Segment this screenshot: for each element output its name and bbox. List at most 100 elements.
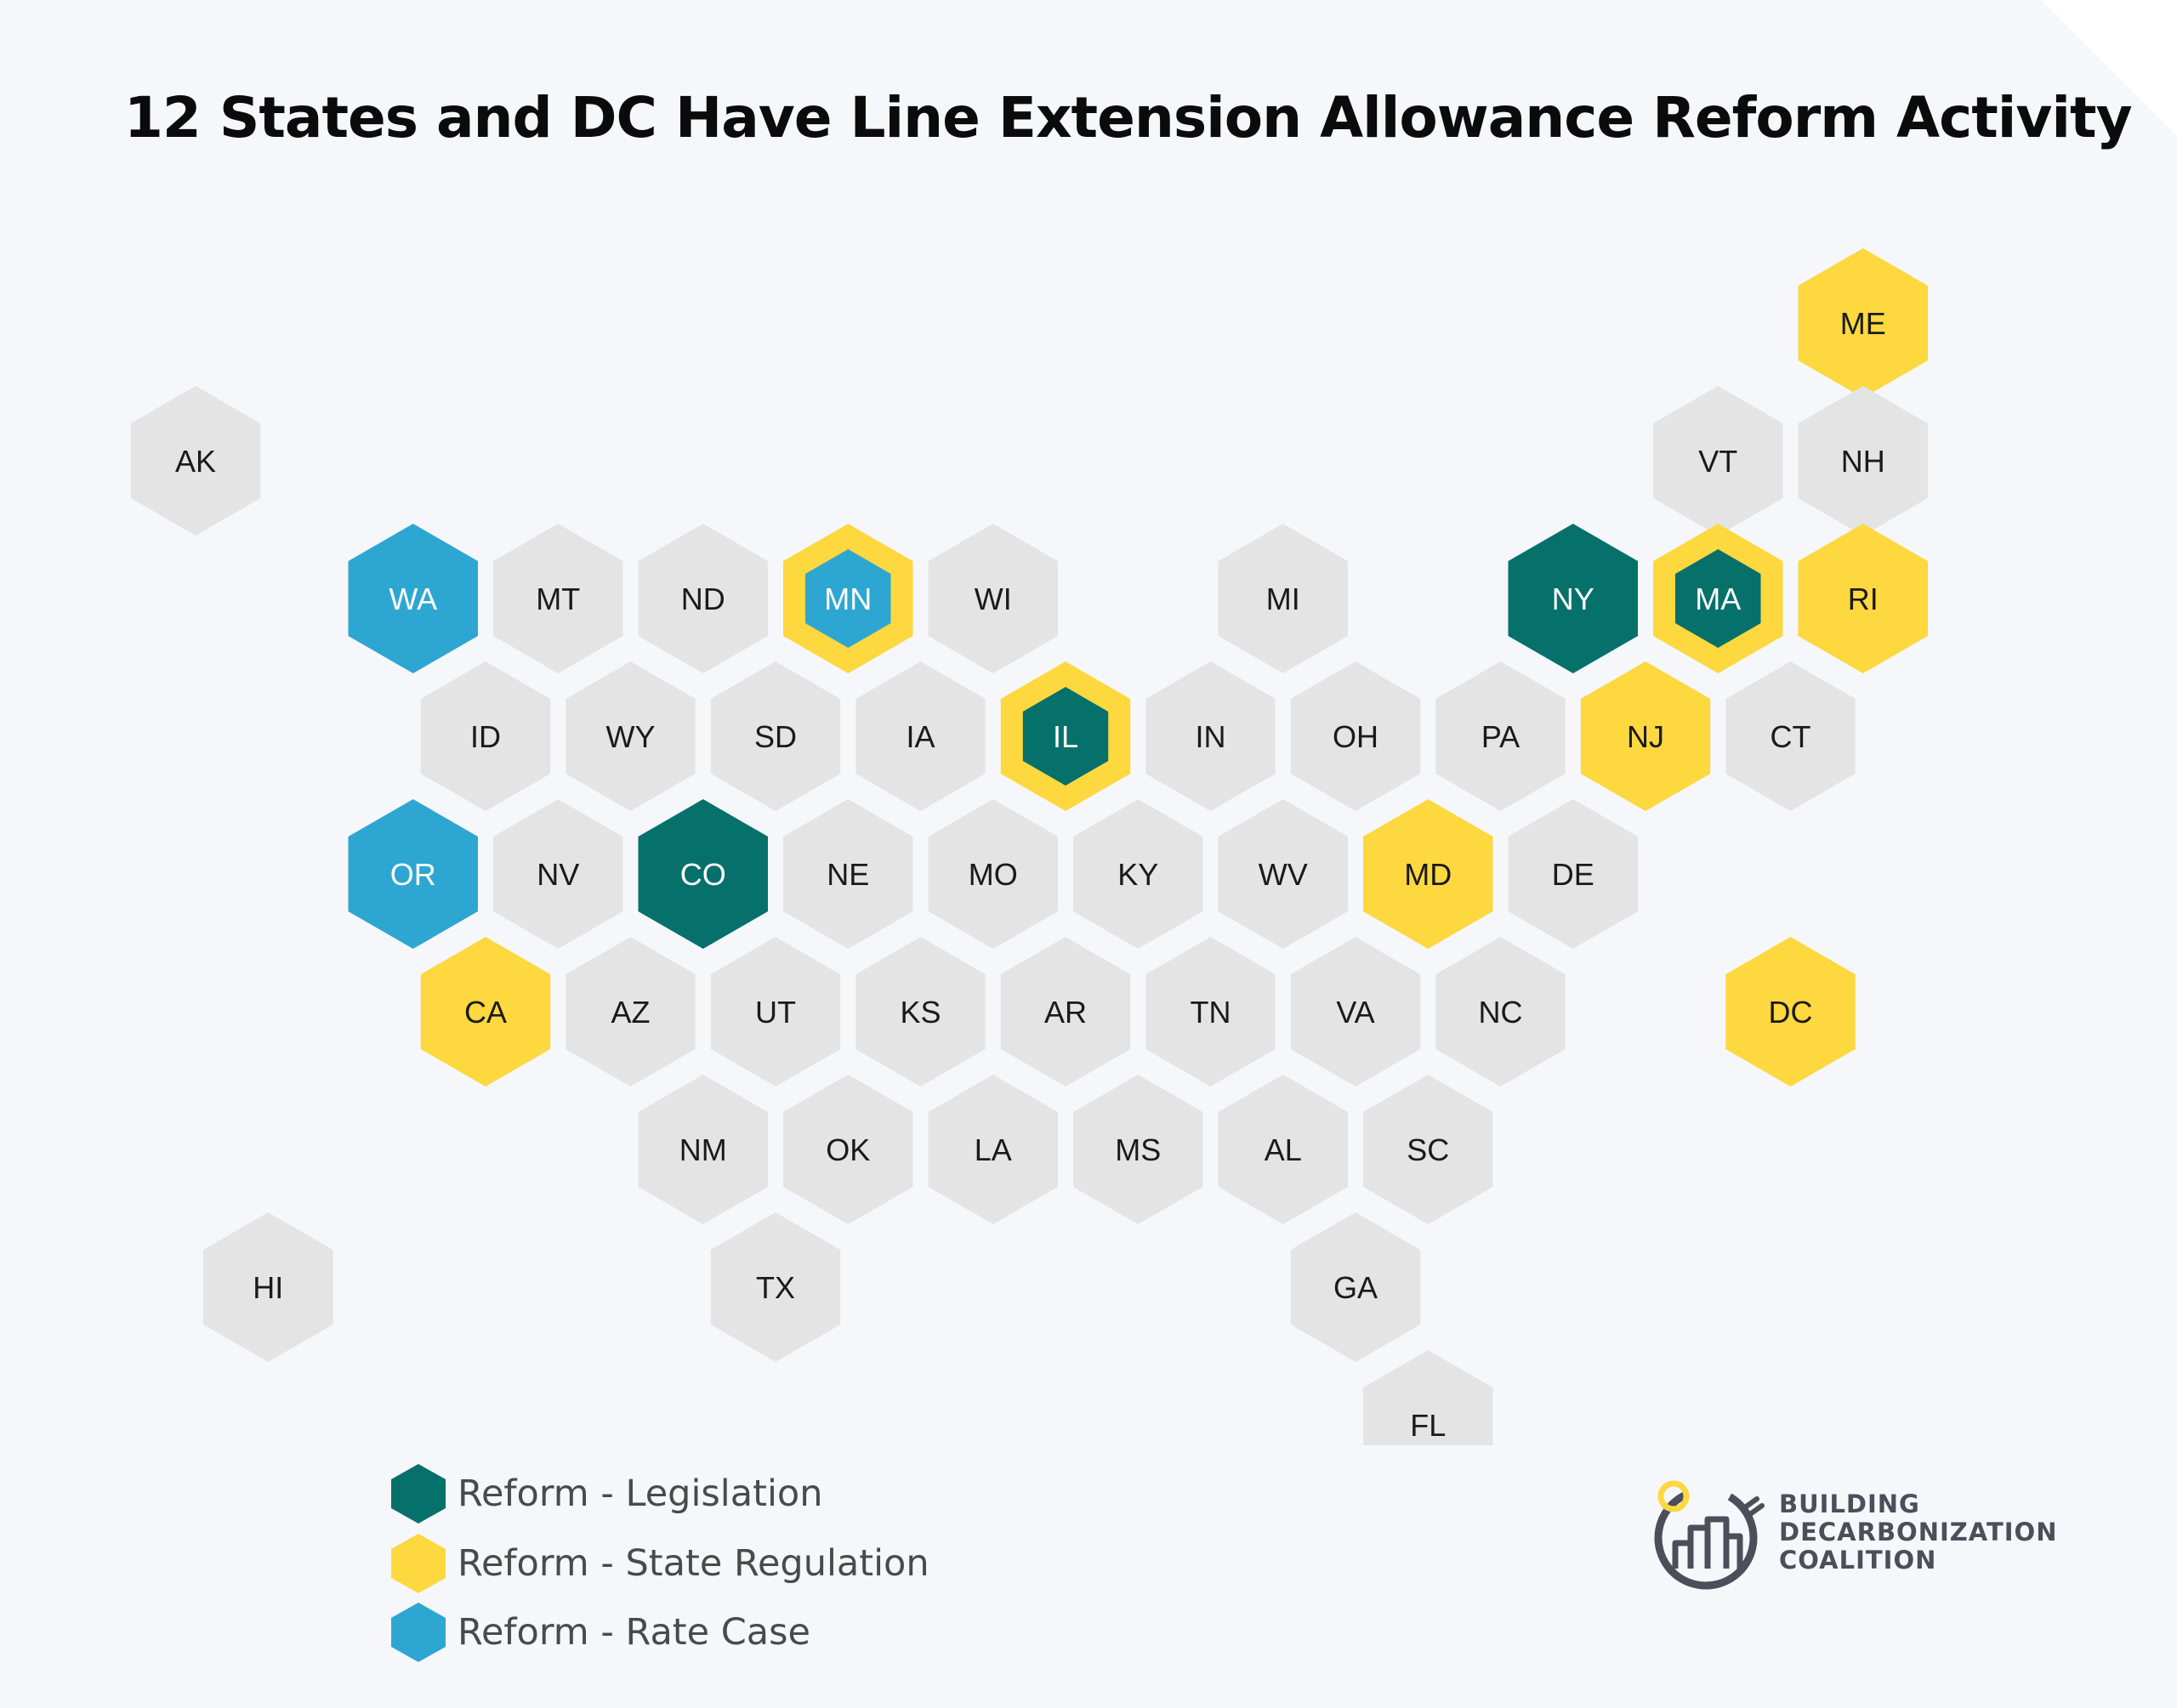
- state-label: VT: [1698, 444, 1737, 479]
- state-label: HI: [253, 1270, 283, 1305]
- state-label: RI: [1848, 582, 1879, 616]
- state-label: AZ: [611, 995, 650, 1030]
- state-fill: [1073, 799, 1203, 949]
- state-hex-sc: SC: [1363, 1075, 1493, 1224]
- state-fill: [1290, 937, 1421, 1087]
- state-label: NM: [679, 1132, 727, 1167]
- state-hex-ne: NE: [783, 799, 913, 949]
- hexagon-icon: [391, 1603, 446, 1662]
- state-hex-al: AL: [1218, 1075, 1348, 1224]
- state-label: FL: [1410, 1408, 1446, 1443]
- state-fill: [203, 1212, 333, 1362]
- state-fill: [710, 661, 841, 811]
- state-label: NH: [1841, 444, 1885, 479]
- coalition-logo: BUILDING DECARBONIZATION COALITION: [1650, 1475, 2092, 1594]
- state-fill: [928, 524, 1058, 673]
- state-label: MA: [1695, 582, 1741, 616]
- page-title: 12 States and DC Have Line Extension All…: [124, 85, 2133, 150]
- city-plug-logo-icon: [1654, 1480, 1765, 1590]
- hexagon-icon: [391, 1534, 446, 1593]
- state-fill: [348, 524, 478, 673]
- state-hex-nm: NM: [638, 1075, 768, 1224]
- state-fill: [420, 937, 551, 1087]
- state-hex-ky: KY: [1073, 799, 1203, 949]
- state-hex-wi: WI: [928, 524, 1058, 673]
- state-label: SC: [1407, 1132, 1449, 1167]
- state-label: MD: [1404, 857, 1452, 892]
- state-fill: [1290, 661, 1421, 811]
- state-label: MN: [824, 582, 872, 616]
- state-fill: [1508, 524, 1638, 673]
- state-hex-ks: KS: [855, 937, 986, 1087]
- state-hex-ma: MA: [1653, 524, 1783, 673]
- state-fill: [1435, 661, 1566, 811]
- state-fill: [1363, 1075, 1493, 1224]
- hex-map: ME AK VT NH WA MT ND MN WI MI NY MA RI ID WY SD IA IL IN OH…: [130, 248, 1928, 1445]
- state-label: MT: [536, 582, 580, 616]
- state-label: NY: [1552, 582, 1594, 616]
- state-fill: [566, 661, 696, 811]
- state-hex-ak: AK: [130, 386, 261, 536]
- state-fill: [783, 799, 913, 949]
- state-label: TN: [1191, 995, 1231, 1030]
- state-label: WI: [975, 582, 1012, 616]
- state-hex-wy: WY: [566, 661, 696, 811]
- state-fill: [1145, 661, 1276, 811]
- state-fill: [1725, 937, 1856, 1087]
- state-label: ID: [470, 719, 501, 754]
- state-label: ND: [681, 582, 725, 616]
- state-label: NC: [1479, 995, 1523, 1030]
- state-fill: [783, 1075, 913, 1224]
- state-label: OR: [390, 857, 436, 892]
- state-hex-wv: WV: [1218, 799, 1348, 949]
- state-fill: [710, 937, 841, 1087]
- state-label: NJ: [1627, 719, 1664, 754]
- state-label: UT: [755, 995, 796, 1030]
- state-fill: [420, 661, 551, 811]
- state-hex-or: OR: [348, 799, 478, 949]
- state-label: KS: [900, 995, 941, 1030]
- state-fill: [348, 799, 478, 949]
- state-fill: [1290, 1212, 1421, 1362]
- state-hex-dc: DC: [1725, 937, 1856, 1087]
- state-hex-tx: TX: [710, 1212, 841, 1362]
- state-label: PA: [1481, 719, 1520, 754]
- state-fill: [710, 1212, 841, 1362]
- state-label: MS: [1115, 1132, 1161, 1167]
- hexagon-icon: [391, 1464, 446, 1524]
- state-fill: [1798, 386, 1928, 536]
- state-label: NE: [827, 857, 869, 892]
- state-hex-id: ID: [420, 661, 551, 811]
- state-hex-co: CO: [638, 799, 768, 949]
- state-hex-ut: UT: [710, 937, 841, 1087]
- state-fill: [855, 661, 986, 811]
- page-corner-fold: [2041, 0, 2177, 136]
- state-fill: [805, 549, 891, 648]
- state-label: WV: [1259, 857, 1308, 892]
- state-fill: [1798, 248, 1928, 398]
- state-fill: [928, 799, 1058, 949]
- state-hex-md: MD: [1363, 799, 1493, 949]
- state-hex-nc: NC: [1435, 937, 1566, 1087]
- state-fill: [493, 799, 623, 949]
- state-label: MO: [969, 857, 1018, 892]
- logo-line: BUILDING: [1779, 1490, 1920, 1518]
- state-fill: [638, 799, 768, 949]
- state-fill: [1218, 799, 1348, 949]
- state-fill: [1725, 661, 1856, 811]
- state-hex-hi: HI: [203, 1212, 333, 1362]
- state-label: OH: [1333, 719, 1378, 754]
- state-label: TX: [756, 1270, 795, 1305]
- state-hex-ok: OK: [783, 1075, 913, 1224]
- state-hex-ar: AR: [1000, 937, 1131, 1087]
- state-label: MI: [1266, 582, 1300, 616]
- state-label: VA: [1336, 995, 1374, 1030]
- state-fill: [130, 386, 261, 536]
- state-label: IA: [906, 719, 935, 754]
- state-fill: [1000, 937, 1131, 1087]
- legend-item-state-regulation: Reform - State Regulation: [389, 1534, 929, 1593]
- state-label: GA: [1333, 1270, 1378, 1305]
- state-hex-tn: TN: [1145, 937, 1276, 1087]
- state-label: DC: [1769, 995, 1813, 1030]
- state-fill: [855, 937, 986, 1087]
